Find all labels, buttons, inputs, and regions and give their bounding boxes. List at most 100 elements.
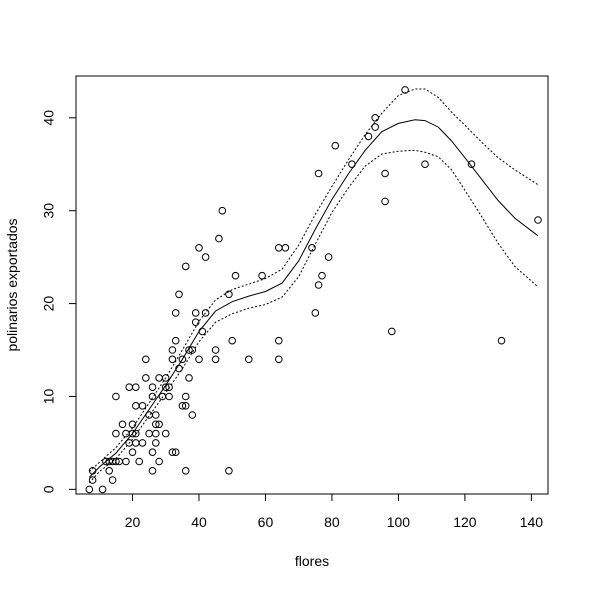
- x-tick-label: 100: [387, 514, 411, 530]
- fitted-curve: [88, 119, 539, 478]
- data-point: [165, 383, 173, 392]
- data-point: [314, 281, 323, 289]
- data-point: [125, 383, 133, 392]
- y-tick-label: 30: [41, 203, 57, 219]
- data-point: [112, 457, 120, 466]
- data-point: [401, 86, 409, 94]
- data-point: [225, 467, 233, 475]
- data-point: [371, 114, 380, 122]
- data-point: [148, 383, 157, 392]
- y-tick-label: 40: [41, 110, 57, 126]
- data-point: [105, 467, 113, 475]
- data-point: [314, 169, 323, 178]
- data-point: [231, 271, 240, 280]
- data-point: [195, 244, 203, 252]
- data-point: [181, 262, 190, 271]
- data-point: [158, 392, 167, 401]
- data-point: [201, 309, 210, 317]
- data-point: [421, 160, 429, 168]
- y-tick-label: 20: [41, 296, 57, 312]
- data-point: [135, 457, 143, 466]
- data-points: [85, 86, 542, 494]
- data-point: [245, 355, 253, 364]
- data-point: [381, 197, 389, 206]
- data-point: [168, 346, 177, 354]
- data-point: [118, 420, 127, 429]
- data-point: [88, 476, 97, 484]
- data-point: [128, 420, 137, 429]
- data-point: [497, 336, 506, 345]
- data-point: [128, 429, 137, 438]
- data-point: [185, 374, 193, 382]
- data-point: [178, 402, 187, 410]
- x-tick-label: 60: [258, 514, 274, 530]
- data-point: [275, 244, 283, 252]
- data-point: [195, 355, 203, 364]
- y-tick-label: 10: [41, 388, 57, 404]
- data-point: [388, 327, 396, 336]
- data-point: [148, 467, 157, 475]
- data-point: [171, 309, 180, 317]
- lower-band-curve: [88, 149, 539, 484]
- data-point: [98, 485, 107, 494]
- data-point: [275, 336, 283, 345]
- x-tick-label: 40: [191, 514, 207, 530]
- y-axis-label: polinarios exportados: [4, 218, 20, 351]
- y-tick-label: 0: [41, 485, 57, 493]
- data-point: [138, 402, 147, 410]
- data-point: [275, 355, 283, 364]
- y-axis: 0 10 20 30 40: [41, 110, 77, 493]
- data-point: [228, 336, 236, 345]
- data-point: [178, 355, 187, 364]
- x-tick-label: 20: [125, 514, 141, 530]
- data-point: [364, 132, 373, 141]
- data-point: [85, 485, 94, 494]
- data-point: [171, 448, 180, 457]
- data-point: [142, 374, 150, 382]
- smooth-curves: [88, 88, 539, 484]
- data-point: [467, 160, 476, 168]
- data-point: [168, 355, 177, 364]
- data-point: [161, 383, 170, 392]
- x-axis-label: flores: [295, 553, 329, 569]
- data-point: [145, 411, 153, 419]
- data-point: [138, 439, 147, 447]
- data-point: [171, 336, 180, 345]
- data-point: [122, 429, 130, 438]
- data-point: [181, 467, 190, 475]
- data-point: [371, 123, 380, 131]
- data-point: [155, 457, 163, 466]
- data-point: [108, 476, 117, 484]
- data-point: [132, 439, 140, 447]
- data-point: [132, 429, 140, 438]
- data-point: [201, 253, 210, 261]
- data-point: [175, 364, 183, 373]
- data-point: [112, 429, 120, 438]
- data-point: [534, 216, 542, 224]
- data-point: [168, 448, 177, 457]
- data-point: [191, 318, 200, 327]
- data-point: [155, 374, 163, 382]
- data-point: [165, 392, 173, 401]
- data-point: [188, 411, 197, 419]
- data-point: [185, 346, 193, 354]
- data-point: [175, 290, 183, 299]
- data-point: [152, 411, 160, 419]
- x-axis: 20 40 60 80 100 120 140: [125, 493, 544, 530]
- data-point: [381, 169, 389, 178]
- data-point: [225, 290, 233, 299]
- data-point: [181, 402, 190, 410]
- x-tick-label: 80: [324, 514, 340, 530]
- data-point: [132, 402, 140, 410]
- data-point: [152, 420, 160, 429]
- x-tick-label: 140: [520, 514, 544, 530]
- data-point: [152, 439, 160, 447]
- data-point: [122, 457, 130, 466]
- data-point: [318, 271, 326, 280]
- data-point: [142, 355, 150, 364]
- data-point: [281, 244, 290, 252]
- data-point: [211, 355, 220, 364]
- data-point: [148, 392, 157, 401]
